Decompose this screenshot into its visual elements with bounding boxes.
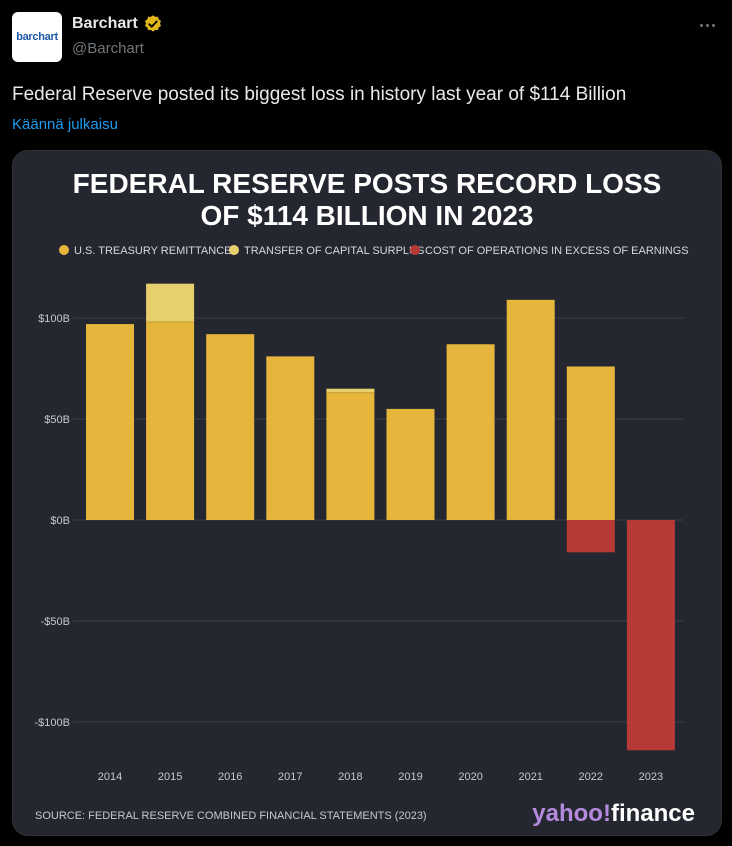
x-tick-label: 2019 xyxy=(398,771,422,783)
bar-treasury-remittances-2021 xyxy=(506,299,555,520)
display-name[interactable]: Barchart xyxy=(72,15,138,32)
x-tick-label: 2020 xyxy=(458,771,482,783)
legend-label-capital-surplus: TRANSFER OF CAPITAL SURPLUS xyxy=(244,245,424,257)
bar-treasury-remittances-2019 xyxy=(386,408,435,520)
x-tick-label: 2015 xyxy=(158,771,182,783)
x-tick-label: 2014 xyxy=(98,771,122,783)
x-axis-labels: 2014 2015 2016 2017 2018 2019 2020 2021 2022 2023 xyxy=(98,771,663,783)
post-text: Federal Reserve posted its biggest loss … xyxy=(12,84,627,105)
chart-title-line-2: OF $114 BILLION IN 2023 xyxy=(200,200,533,231)
y-tick-label: -$50B xyxy=(41,616,70,628)
translate-post-link[interactable]: Käännä julkaisu xyxy=(12,116,118,133)
legend-label-treasury: U.S. TREASURY REMITTANCES xyxy=(74,245,239,257)
yahoo-finance-logo: yahoo!finance xyxy=(532,800,695,827)
bar-treasury-remittances-2022 xyxy=(566,366,615,520)
x-tick-label: 2016 xyxy=(218,771,242,783)
bar-capital-surplus-2018 xyxy=(326,388,375,393)
y-tick-label: -$100B xyxy=(35,717,70,729)
bar-chart: FEDERAL RESERVE POSTS RECORD LOSS OF $11… xyxy=(35,168,695,827)
chart-title-line-1: FEDERAL RESERVE POSTS RECORD LOSS xyxy=(73,168,662,199)
x-tick-label: 2023 xyxy=(639,771,663,783)
bar-cost-operations-2023 xyxy=(626,520,675,751)
bar-treasury-remittances-2018 xyxy=(326,392,375,520)
bar-treasury-remittances-2015 xyxy=(146,322,195,520)
chart-bars xyxy=(86,283,675,751)
author-name-row: Barchart xyxy=(72,14,163,34)
legend-swatch-treasury xyxy=(59,245,69,255)
bar-cost-operations-2022 xyxy=(566,520,615,553)
handle[interactable]: @Barchart xyxy=(72,40,144,57)
chart-legend: U.S. TREASURY REMITTANCES TRANSFER OF CA… xyxy=(59,245,689,257)
y-tick-label: $50B xyxy=(44,414,70,426)
legend-label-cost-operations: COST OF OPERATIONS IN EXCESS OF EARNINGS xyxy=(425,245,689,257)
x-tick-label: 2021 xyxy=(518,771,542,783)
x-tick-label: 2018 xyxy=(338,771,362,783)
bar-treasury-remittances-2020 xyxy=(446,344,495,520)
x-tick-label: 2022 xyxy=(579,771,603,783)
bar-treasury-remittances-2017 xyxy=(266,356,315,520)
post-image[interactable]: FEDERAL RESERVE POSTS RECORD LOSS OF $11… xyxy=(12,150,722,836)
y-tick-label: $100B xyxy=(38,313,70,325)
x-tick-label: 2017 xyxy=(278,771,302,783)
avatar-logo-text: barchart xyxy=(16,31,58,43)
more-options-icon[interactable] xyxy=(696,14,718,36)
avatar[interactable]: barchart xyxy=(12,12,62,62)
bar-treasury-remittances-2016 xyxy=(206,334,255,520)
chart-source: SOURCE: FEDERAL RESERVE COMBINED FINANCI… xyxy=(35,810,427,822)
bar-capital-surplus-2015 xyxy=(146,283,195,323)
legend-swatch-capital-surplus xyxy=(229,245,239,255)
bar-treasury-remittances-2014 xyxy=(86,324,134,520)
verified-badge-icon xyxy=(144,15,161,32)
legend-swatch-cost-operations xyxy=(410,245,420,255)
y-tick-label: $0B xyxy=(50,515,70,527)
